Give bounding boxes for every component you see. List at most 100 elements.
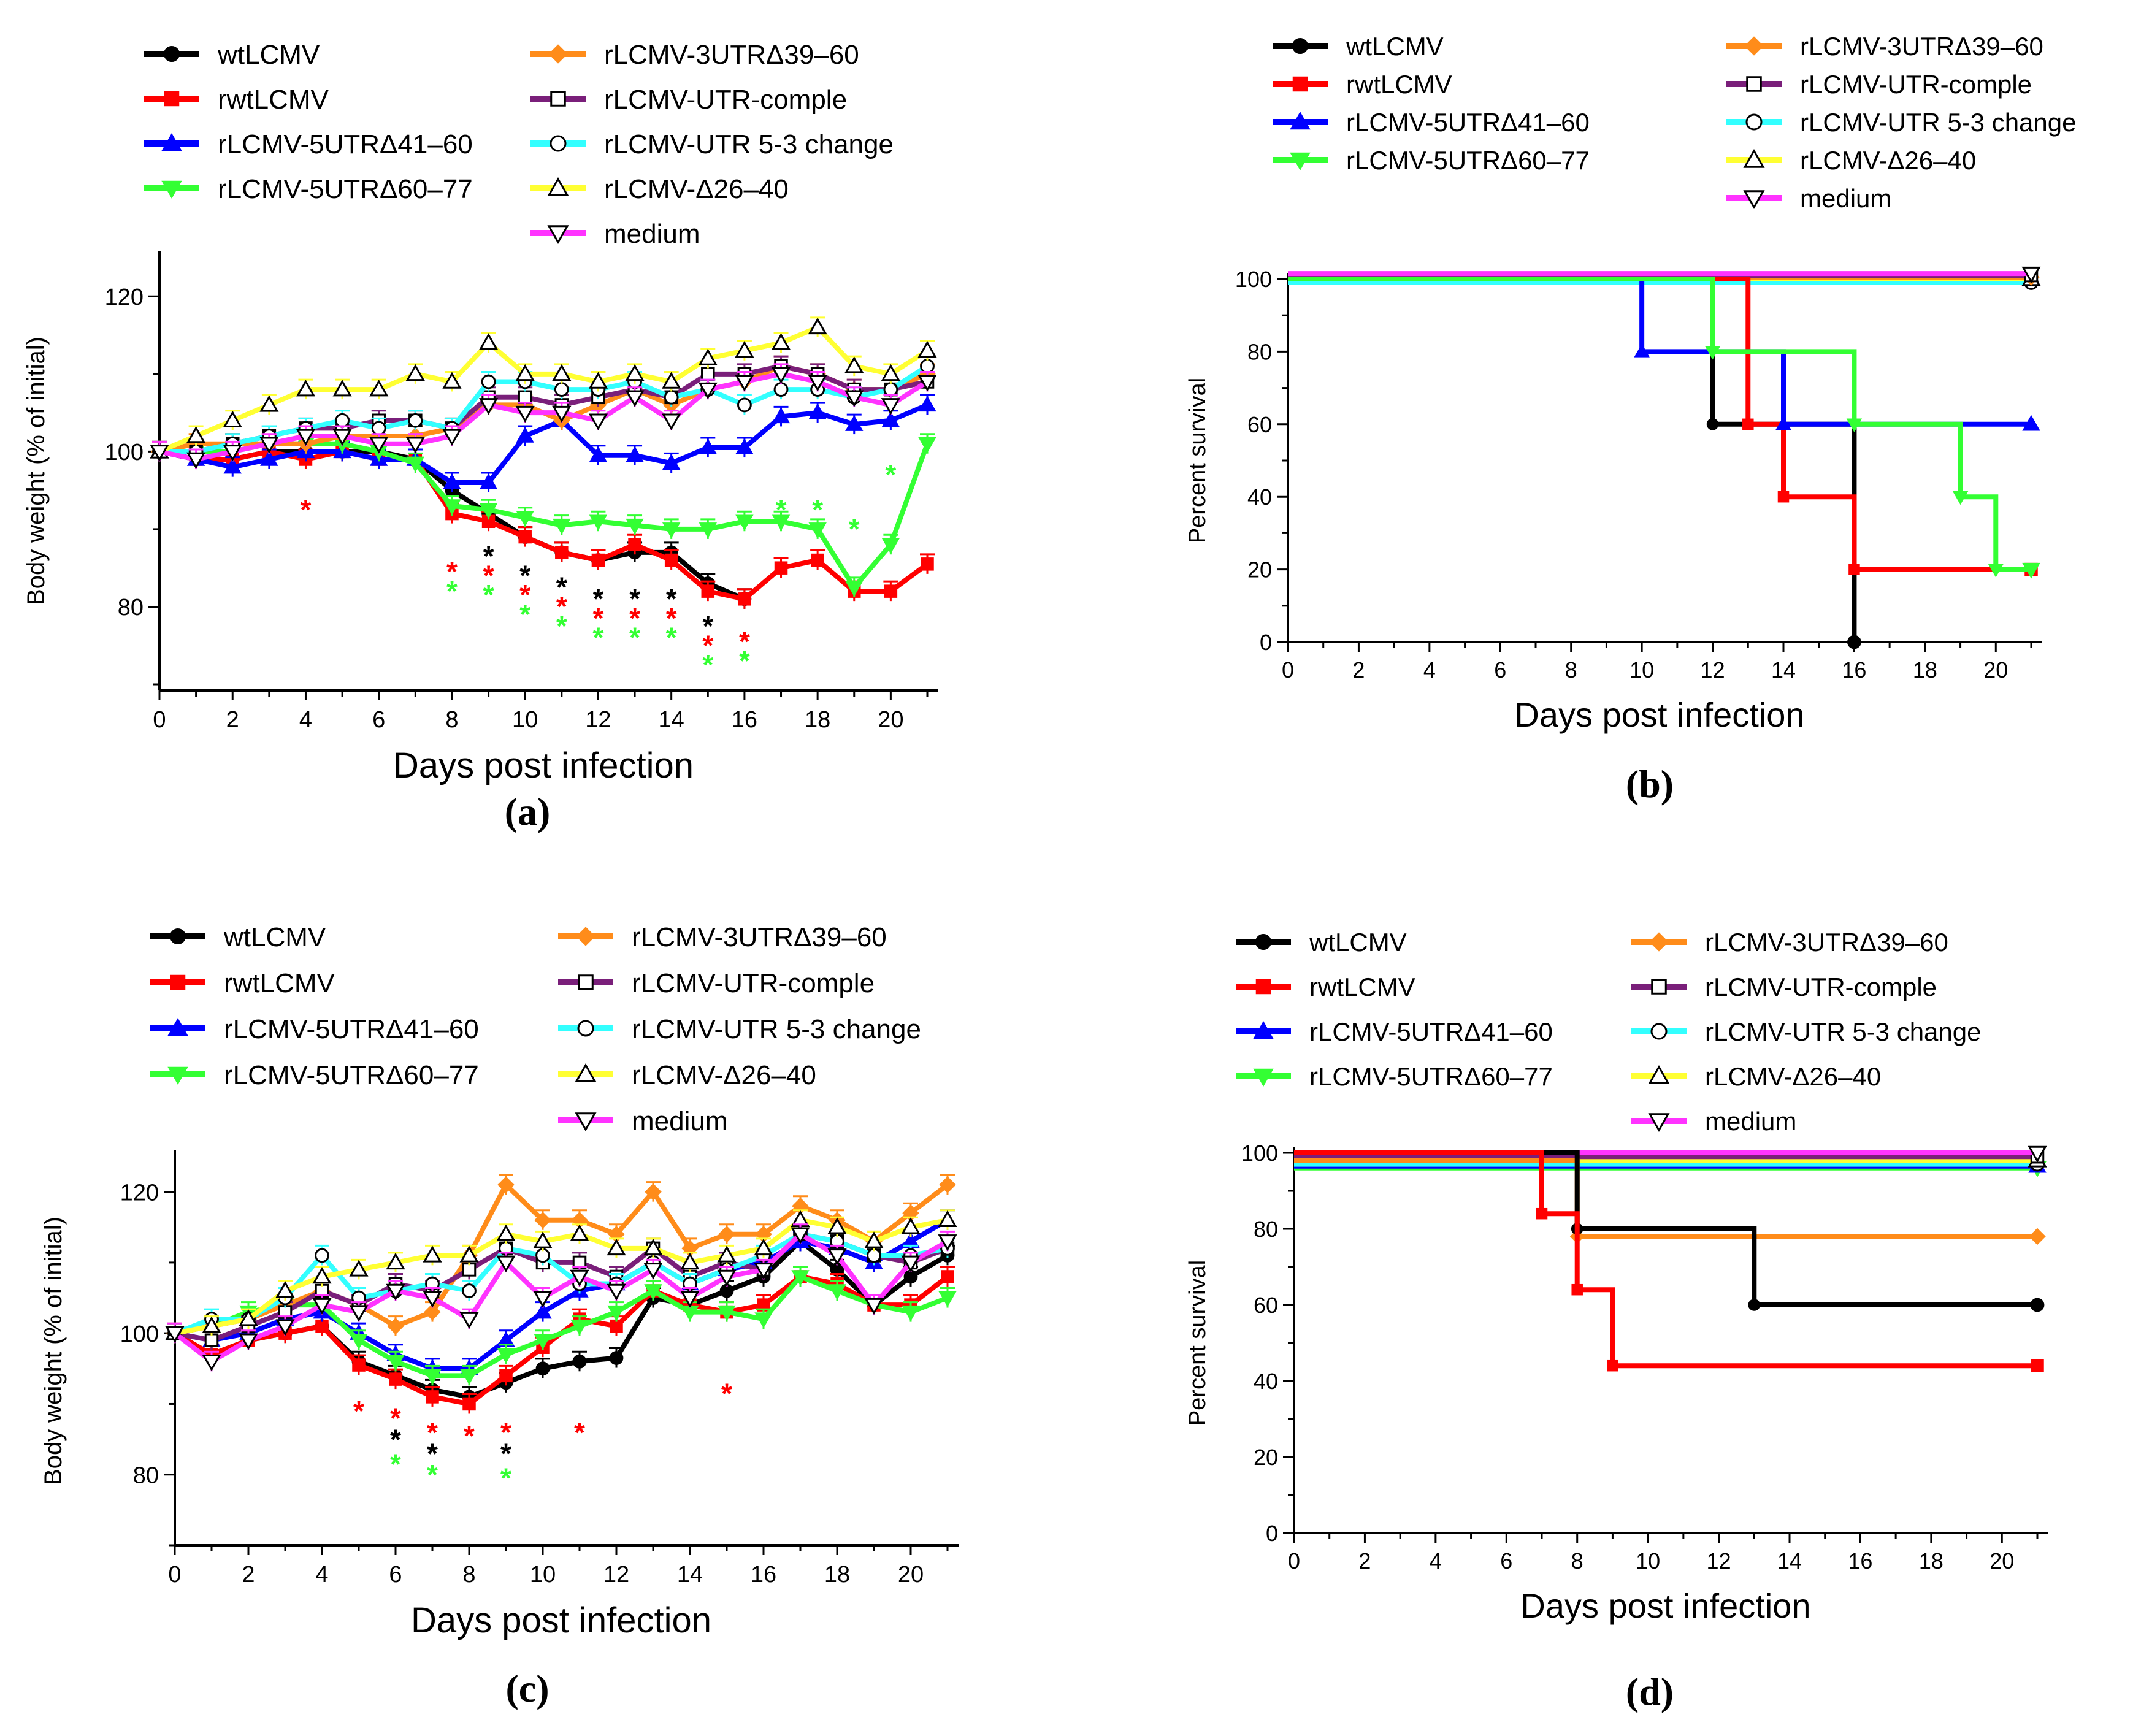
significance-asterisk: *	[556, 571, 567, 603]
data-point	[626, 518, 644, 535]
x-tick-label: 12	[603, 1562, 629, 1588]
legend-item-rlcmv-5utrdelta60-77: rLCMV-5UTRΔ60–77	[1236, 1062, 1553, 1091]
data-point	[607, 1283, 626, 1301]
data-point	[754, 1312, 773, 1329]
legend-marker	[576, 927, 595, 946]
significance-asterisk: *	[885, 459, 896, 491]
data-point	[386, 1283, 405, 1301]
survival-step-line	[1294, 1158, 2037, 1239]
legend-label: rwtLCMV	[1346, 70, 1452, 99]
data-point	[296, 429, 316, 446]
legend-item-rwtlcmv: rwtLCMV	[1236, 973, 1415, 1001]
legend-item-rlcmv-3utrdelta39-60: rLCMV-3UTRΔ39–60	[1726, 32, 2043, 61]
legend-item-rlcmv-delta26-40: rLCMV-Δ26–40	[530, 174, 789, 204]
data-point	[844, 390, 864, 407]
panel-b: wtLCMV rwtLCMV rLCMV-5UTRΔ41–60 rLCMV-5UTRΔ…	[1185, 32, 2077, 806]
legend-marker	[161, 180, 182, 199]
data-point	[389, 1372, 402, 1386]
data-point	[186, 426, 206, 443]
axes: 0 2 4 6 8 10 12 14 16 18 20 80 100 120 Days post infec…	[40, 1150, 959, 1640]
data-point	[938, 1234, 957, 1252]
y-tick-label: 0	[1266, 1521, 1278, 1546]
series-rlcmv-delta26-40	[150, 316, 937, 462]
panel-a: wtLCMV rwtLCMV rLCMV-5UTRΔ41–60 rLCMV-5UTRΔ…	[23, 40, 938, 833]
data-point	[555, 546, 569, 559]
legend-item-rlcmv-5utrdelta60-77: rLCMV-5UTRΔ60–77	[1273, 146, 1590, 175]
legend-marker	[167, 1066, 188, 1085]
legend-label: rLCMV-UTR-comple	[604, 85, 847, 115]
x-tick-label: 16	[1848, 1548, 1872, 1573]
legend-marker	[1290, 111, 1311, 130]
legend-label: rLCMV-3UTRΔ39–60	[1705, 928, 1948, 957]
data-point	[554, 382, 569, 397]
data-point	[811, 553, 824, 567]
significance-asterisk: *	[574, 1417, 585, 1448]
y-tick-label: 20	[1247, 557, 1272, 583]
data-point	[609, 1351, 624, 1365]
legend-item-medium: medium	[1631, 1107, 1796, 1136]
data-point	[735, 514, 754, 531]
series-medium	[150, 363, 937, 470]
y-tick-label: 80	[118, 595, 144, 621]
significance-asterisk: *	[629, 602, 640, 634]
data-point	[405, 437, 425, 454]
legend-label: rLCMV-UTR 5-3 change	[604, 129, 894, 159]
legend-item-rlcmv-5utrdelta60-77: rLCMV-5UTRΔ60–77	[144, 174, 473, 204]
data-point	[662, 372, 681, 389]
data-point	[518, 530, 532, 544]
data-point	[315, 1248, 329, 1263]
legend-label: rLCMV-UTR-comple	[632, 968, 875, 998]
data-point	[717, 1269, 737, 1287]
plot-area: * ******* *****	[165, 1174, 957, 1494]
panel-caption: (a)	[505, 790, 551, 833]
data-point	[921, 557, 934, 571]
legend-item-wtlcmv: wtLCMV	[1236, 928, 1407, 957]
data-point	[442, 372, 462, 389]
plot-area	[1294, 1145, 2047, 1372]
legend-item-rlcmv-utr-comple: rLCMV-UTR-comple	[530, 85, 847, 115]
legend-label: rLCMV-UTR-comple	[1705, 973, 1937, 1001]
data-point	[643, 1238, 663, 1256]
data-point	[239, 1309, 258, 1326]
data-point	[186, 452, 206, 470]
data-point	[462, 1263, 477, 1277]
y-tick-label: 80	[1247, 339, 1272, 364]
x-tick-label: 2	[1352, 657, 1365, 683]
data-point	[680, 1291, 700, 1308]
survival-step-line	[1288, 277, 2031, 572]
end-marker	[2031, 1359, 2044, 1372]
x-tick-label: 18	[1919, 1548, 1943, 1573]
significance-asterisk: *	[500, 1417, 511, 1448]
y-tick-label: 120	[120, 1180, 159, 1206]
plot-area: ********************* ****** ***	[150, 316, 937, 681]
data-point	[827, 1248, 847, 1266]
significance-asterisk: *	[592, 583, 603, 614]
data-point	[534, 1211, 551, 1229]
legend-marker	[170, 928, 186, 944]
data-point	[610, 1319, 623, 1333]
legend-item-medium: medium	[558, 1106, 728, 1136]
data-point	[387, 1317, 404, 1335]
x-tick-label: 14	[1771, 657, 1796, 683]
data-point	[938, 1291, 957, 1307]
legend-item-wtlcmv: wtLCMV	[144, 40, 320, 70]
significance-markers: ********************* ****** ***	[301, 459, 897, 681]
significance-asterisk: *	[301, 494, 312, 526]
data-point	[625, 390, 645, 407]
series-rlcmv-5utrdelta60-77	[1288, 277, 2040, 579]
x-tick-label: 4	[315, 1562, 328, 1588]
data-point	[738, 592, 751, 606]
x-tick-label: 4	[299, 707, 312, 733]
end-marker	[2022, 562, 2040, 579]
legend-label: wtLCMV	[1346, 32, 1444, 61]
legend-label: rwtLCMV	[1309, 973, 1415, 1001]
x-tick-label: 8	[462, 1562, 475, 1588]
significance-asterisk: *	[519, 598, 530, 630]
end-marker	[2021, 266, 2041, 284]
x-tick-label: 10	[512, 707, 538, 733]
data-point	[918, 396, 936, 412]
data-point	[572, 1354, 587, 1369]
data-point	[881, 538, 900, 554]
legend-marker	[1253, 1068, 1274, 1087]
